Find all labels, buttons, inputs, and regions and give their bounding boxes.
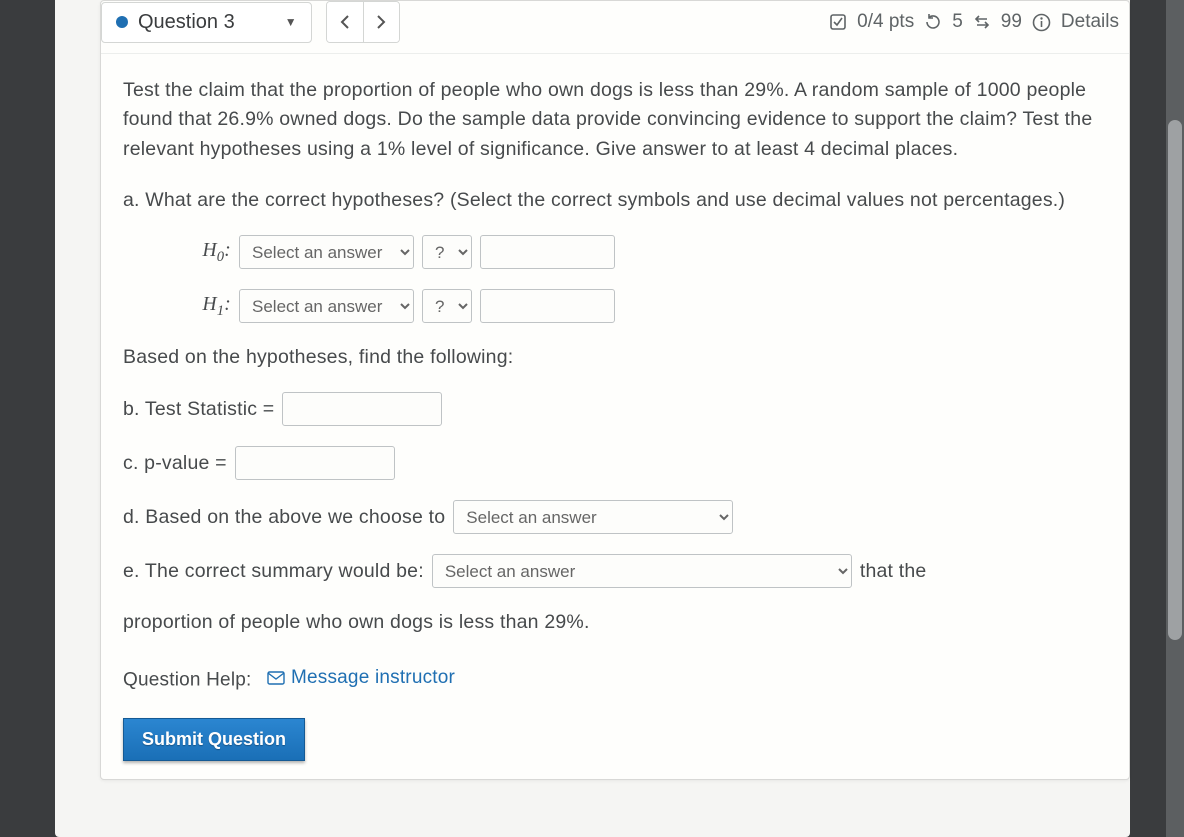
question-help: Question Help: Message instructor xyxy=(123,664,1107,695)
scrollbar-thumb[interactable] xyxy=(1168,120,1182,640)
h1-operator-select[interactable]: ? xyxy=(422,289,472,323)
points-text: 0/4 pts xyxy=(857,11,914,33)
question-nav xyxy=(326,1,400,43)
part-c-row: c. p-value = xyxy=(123,446,1107,480)
regrade-icon xyxy=(973,13,991,31)
message-instructor-link[interactable]: Message instructor xyxy=(267,664,455,693)
status-dot-icon xyxy=(116,16,128,28)
part-e-post2: proportion of people who own dogs is les… xyxy=(123,608,1107,637)
chevron-right-icon xyxy=(376,15,386,29)
score-icon xyxy=(829,13,847,31)
part-b-row: b. Test Statistic = xyxy=(123,392,1107,426)
mail-icon xyxy=(267,671,285,685)
attempts-total: 99 xyxy=(1001,11,1022,33)
question-dropdown[interactable]: Question 3 ▼ xyxy=(101,2,312,43)
page-container: Question 3 ▼ 0/4 pts 5 xyxy=(55,0,1130,837)
message-instructor-text: Message instructor xyxy=(291,664,455,693)
h0-label: H0: xyxy=(193,236,231,269)
part-c-label: c. p-value = xyxy=(123,449,227,478)
caret-down-icon: ▼ xyxy=(285,15,297,29)
part-e-label: e. The correct summary would be: xyxy=(123,557,424,586)
question-meta: 0/4 pts 5 99 Details xyxy=(829,11,1119,33)
info-icon xyxy=(1032,13,1051,32)
h0-row: H0: Select an answer ? xyxy=(193,235,1107,269)
question-intro: Test the claim that the proportion of pe… xyxy=(123,76,1107,164)
part-d-row: d. Based on the above we choose to Selec… xyxy=(123,500,1107,534)
attempts-used: 5 xyxy=(952,11,963,33)
part-d-label: d. Based on the above we choose to xyxy=(123,503,445,532)
question-label: Question 3 xyxy=(138,11,235,34)
test-statistic-input[interactable] xyxy=(282,392,442,426)
h1-row: H1: Select an answer ? xyxy=(193,289,1107,323)
h0-operator-select[interactable]: ? xyxy=(422,235,472,269)
next-question-button[interactable] xyxy=(363,2,399,42)
question-header: Question 3 ▼ 0/4 pts 5 xyxy=(101,1,1129,54)
question-card: Question 3 ▼ 0/4 pts 5 xyxy=(100,0,1130,780)
chevron-left-icon xyxy=(340,15,350,29)
prev-question-button[interactable] xyxy=(327,2,363,42)
question-body: Test the claim that the proportion of pe… xyxy=(101,54,1129,779)
h0-value-input[interactable] xyxy=(480,235,615,269)
h1-label: H1: xyxy=(193,290,231,323)
retry-icon xyxy=(924,13,942,31)
h1-symbol-select[interactable]: Select an answer xyxy=(239,289,414,323)
part-a-prompt: a. What are the correct hypotheses? (Sel… xyxy=(123,186,1107,215)
scrollbar-track[interactable] xyxy=(1166,0,1184,837)
decision-select[interactable]: Select an answer xyxy=(453,500,733,534)
summary-select[interactable]: Select an answer xyxy=(432,554,852,588)
h0-symbol-select[interactable]: Select an answer xyxy=(239,235,414,269)
details-link[interactable]: Details xyxy=(1061,11,1119,33)
h1-value-input[interactable] xyxy=(480,289,615,323)
submit-question-button[interactable]: Submit Question xyxy=(123,718,305,761)
part-e-row: e. The correct summary would be: Select … xyxy=(123,554,1107,588)
help-label: Question Help: xyxy=(123,669,251,690)
part-b-label: b. Test Statistic = xyxy=(123,395,274,424)
pvalue-input[interactable] xyxy=(235,446,395,480)
part-e-post1: that the xyxy=(860,557,927,586)
based-on-text: Based on the hypotheses, find the follow… xyxy=(123,343,1107,372)
